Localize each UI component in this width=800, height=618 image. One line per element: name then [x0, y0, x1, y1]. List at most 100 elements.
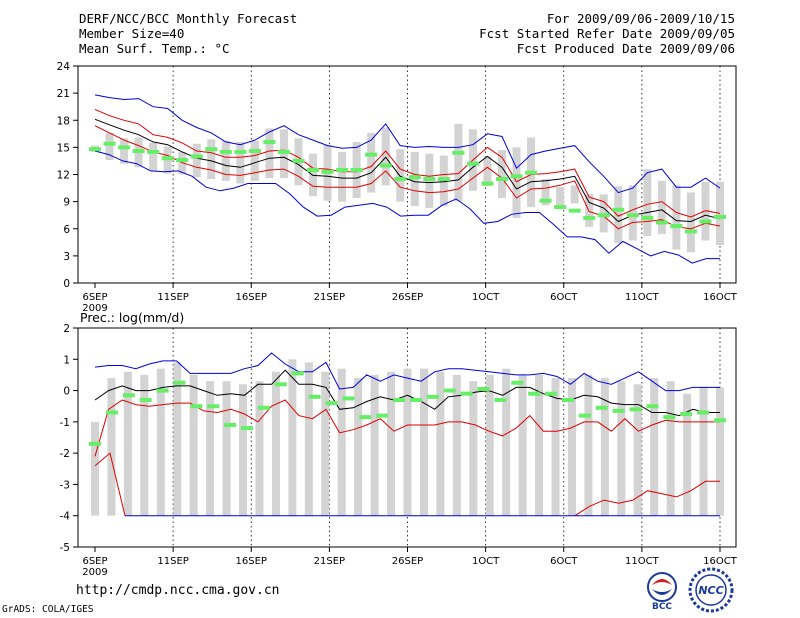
ensemble-mean-mark	[241, 426, 254, 431]
header-left: DERF/NCC/BCC Monthly Forecast Member Siz…	[79, 11, 297, 56]
spread-box	[650, 378, 659, 516]
member-size: Member Size=40	[79, 26, 185, 41]
ensemble-mean-mark	[641, 215, 654, 220]
spread-box	[250, 141, 259, 181]
spread-box	[567, 378, 576, 516]
spread-box	[387, 371, 396, 516]
series-line-p10	[94, 399, 720, 457]
ensemble-mean-mark	[714, 418, 726, 423]
x-tick-label: 21SEP	[314, 292, 345, 303]
spread-box	[699, 387, 708, 516]
x-tick-label: 16SEP	[236, 292, 267, 303]
x-tick-label: 21SEP	[314, 556, 345, 567]
grads-credit: GrADS: COLA/IGES	[2, 604, 94, 615]
series-line-p90	[94, 108, 721, 218]
spread-box	[381, 127, 390, 186]
spread-box	[633, 384, 642, 516]
ensemble-mean-mark	[612, 408, 625, 413]
ensemble-mean-mark	[224, 422, 237, 427]
ensemble-mean-mark	[161, 156, 174, 161]
ensemble-mean-mark	[539, 198, 552, 203]
spread-box	[265, 128, 274, 179]
spread-box	[483, 156, 492, 187]
ensemble-mean-mark	[342, 396, 355, 401]
spread-box	[120, 138, 129, 164]
spread-box	[469, 381, 478, 516]
spread-box	[222, 381, 231, 516]
x-tick-label: 16OCT	[703, 556, 738, 567]
spread-box	[140, 374, 149, 516]
y-tick-label: 2	[63, 323, 70, 335]
x-tick-label: 11OCT	[625, 556, 660, 567]
ensemble-mean-mark	[714, 214, 726, 219]
ensemble-mean-mark	[481, 181, 494, 186]
ensemble-mean-mark	[394, 177, 407, 182]
spread-box	[535, 374, 544, 516]
y-tick-label: 6	[63, 224, 70, 236]
header-right: For 2009/09/06-2009/10/15 Fcst Started R…	[479, 11, 735, 56]
spread-box	[370, 374, 379, 516]
x-tick-label: 6SEP	[82, 556, 107, 567]
ensemble-mean-mark	[291, 371, 304, 376]
ensemble-mean-mark	[308, 394, 321, 399]
spread-box	[239, 384, 248, 516]
x-tick-label: 16OCT	[703, 292, 738, 303]
ensemble-mean-mark	[147, 149, 160, 154]
spread-box	[600, 378, 609, 516]
x-tick-label: 26SEP	[392, 556, 423, 567]
ensemble-mean-mark	[325, 401, 338, 406]
ensemble-mean-mark	[263, 139, 276, 144]
spread-box	[643, 169, 652, 236]
spread-box	[236, 141, 245, 184]
ensemble-mean-mark	[460, 391, 473, 396]
spread-box	[337, 368, 346, 516]
spread-box	[403, 368, 412, 516]
ensemble-mean-mark	[379, 163, 392, 168]
spread-box	[419, 368, 428, 516]
ensemble-mean-mark	[173, 380, 186, 385]
series-line-min	[94, 150, 720, 264]
y-tick-label: 12	[57, 170, 70, 182]
ensemble-mean-mark	[510, 174, 523, 179]
ensemble-mean-mark	[205, 147, 218, 152]
ensemble-mean-mark	[597, 213, 610, 218]
ensemble-mean-mark	[554, 205, 567, 210]
ensemble-mean-mark	[219, 149, 232, 154]
y-tick-label: 9	[63, 197, 70, 209]
y-tick-label: -3	[60, 479, 70, 491]
source-url[interactable]: http://cmdp.ncc.cma.gov.cn	[76, 583, 280, 598]
series-line-max	[94, 94, 721, 194]
ensemble-mean-mark	[89, 441, 101, 446]
ensemble-mean-mark	[139, 397, 152, 402]
ensemble-mean-mark	[426, 394, 439, 399]
ensemble-mean-mark	[680, 412, 693, 417]
ensemble-mean-mark	[393, 397, 406, 402]
ensemble-mean-mark	[528, 391, 541, 396]
ensemble-mean-mark	[697, 410, 710, 415]
spread-box	[367, 132, 376, 193]
spread-box	[628, 185, 637, 241]
spread-box	[614, 186, 623, 244]
ensemble-mean-mark	[545, 391, 558, 396]
x-tick-label: 1OCT	[472, 292, 500, 303]
y-tick-label: 0	[63, 386, 70, 398]
spread-box	[192, 143, 201, 178]
ensemble-mean-mark	[321, 169, 334, 174]
spread-box	[570, 185, 579, 204]
ensemble-mean-mark	[583, 215, 596, 220]
ensemble-mean-mark	[568, 208, 581, 213]
spread-box	[338, 151, 347, 202]
ensemble-mean-mark	[663, 415, 676, 420]
series-line-p10	[94, 125, 721, 230]
series-line-median	[94, 369, 720, 417]
ensemble-mean-mark	[409, 397, 422, 402]
series-line-p10_tail	[574, 480, 720, 517]
ensemble-mean-mark	[595, 405, 608, 410]
spread-box	[436, 371, 445, 516]
ensemble-mean-mark	[408, 175, 421, 180]
y-tick-label: 15	[57, 142, 70, 154]
ensemble-mean-mark	[307, 167, 320, 172]
